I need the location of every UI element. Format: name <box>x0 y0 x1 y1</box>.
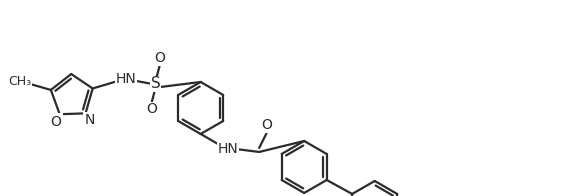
Text: S: S <box>151 76 161 92</box>
Text: HN: HN <box>217 142 238 156</box>
Text: O: O <box>261 118 272 132</box>
Text: O: O <box>51 114 61 129</box>
Text: O: O <box>146 103 157 116</box>
Text: N: N <box>84 113 95 127</box>
Text: CH₃: CH₃ <box>9 75 31 88</box>
Text: O: O <box>154 52 165 65</box>
Text: HN: HN <box>115 73 136 86</box>
